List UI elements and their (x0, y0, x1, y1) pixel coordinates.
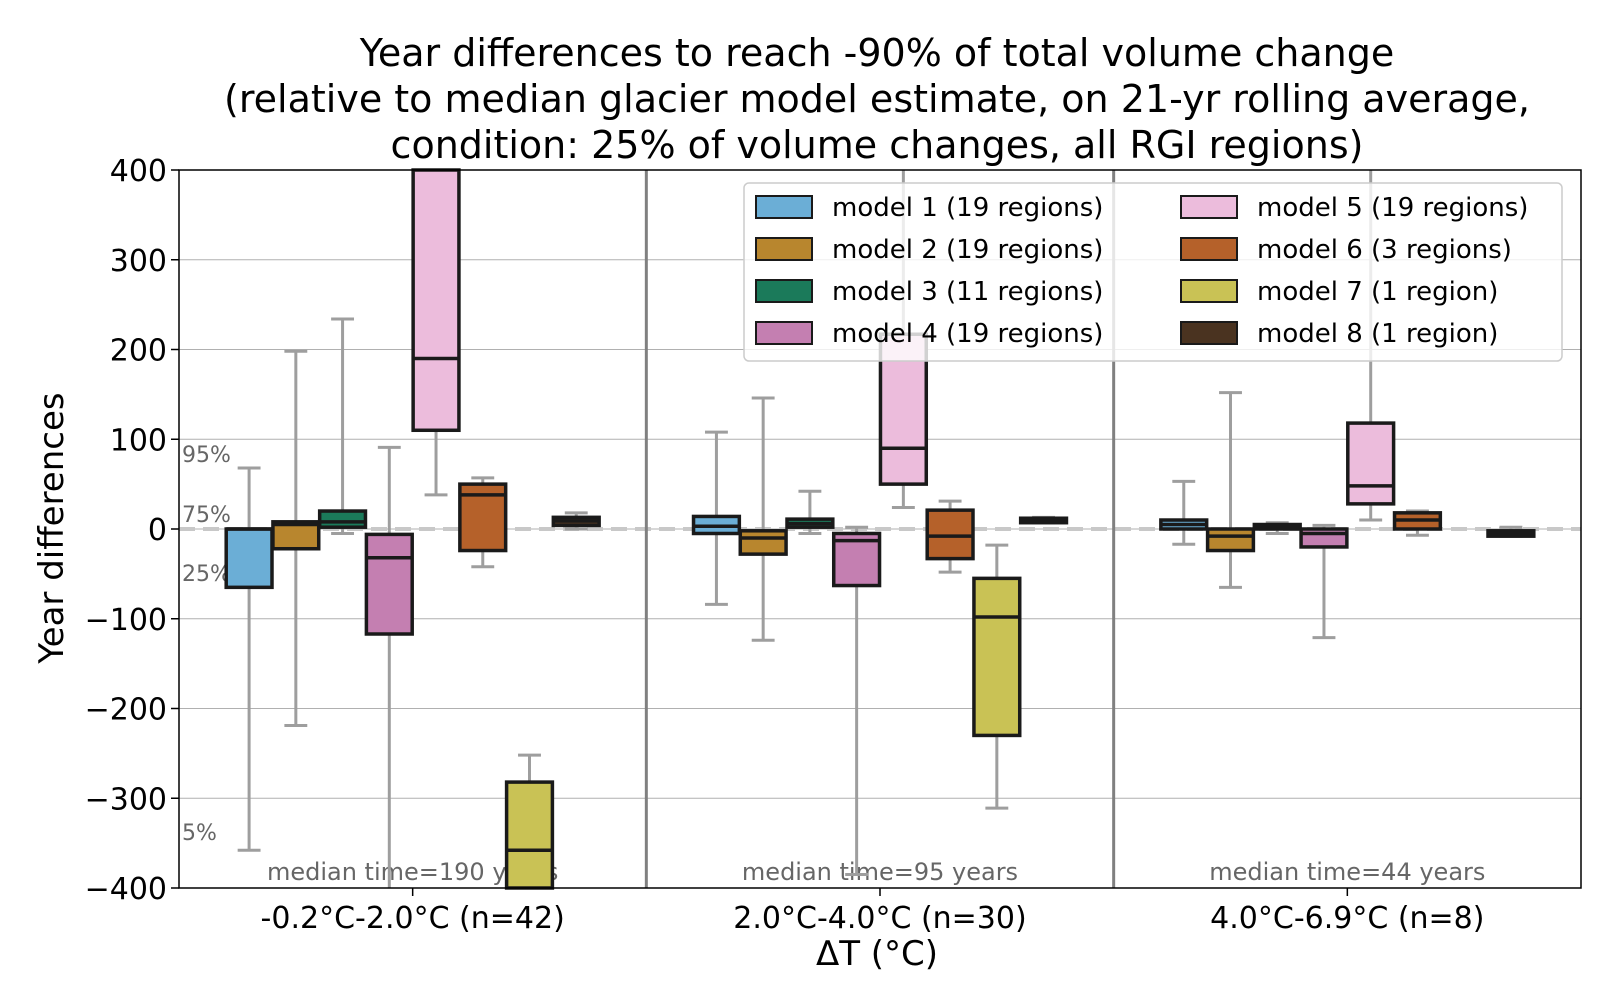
percentile-label: 5% (182, 821, 217, 846)
legend-swatch (755, 237, 813, 261)
legend-swatch (1180, 237, 1238, 261)
legend: model 1 (19 regions) model 2 (19 regions)… (743, 182, 1563, 362)
legend-label: model 7 (1 region) (1257, 277, 1498, 307)
legend-swatch (1180, 279, 1238, 303)
x-axis-label: ΔT (°C) (816, 934, 938, 974)
legend-swatch (1180, 321, 1238, 345)
box-plot (317, 317, 368, 535)
x-tick-label: 2.0°C-4.0°C (n=30) (733, 901, 1026, 936)
box-plot (224, 466, 274, 852)
box-plot (271, 349, 321, 728)
y-tick-label: −400 (85, 872, 167, 907)
box-plot (1252, 521, 1302, 535)
y-tick-label: 0 (148, 513, 167, 548)
box (1346, 421, 1396, 506)
chart-title-line-3: condition: 25% of volume changes, all RG… (391, 123, 1364, 167)
median-time-label: median time=95 years (742, 858, 1018, 886)
median-time-label: median time=44 years (1209, 858, 1485, 886)
legend-swatch (755, 195, 813, 219)
box-plot (411, 168, 461, 497)
box (972, 576, 1022, 738)
legend-label: model 4 (19 regions) (832, 319, 1103, 349)
y-tick-label: 300 (110, 244, 167, 279)
box-plot (504, 753, 555, 890)
box-plot (364, 445, 414, 888)
box (738, 529, 788, 556)
box-plot (785, 489, 835, 535)
box-plot (458, 476, 508, 569)
box (925, 508, 975, 561)
chart-title: Year differences to reach -90% of total … (224, 31, 1530, 167)
box (364, 532, 414, 636)
x-tick-label: -0.2°C-2.0°C (n=42) (261, 901, 565, 936)
legend-label: model 6 (3 regions) (1257, 235, 1512, 265)
legend-label: model 8 (1 region) (1257, 319, 1498, 349)
box-plot (831, 525, 882, 877)
box-plot (1346, 170, 1396, 522)
y-tick-label: 400 (110, 154, 167, 189)
x-tick-label: 4.0°C-6.9°C (n=8) (1210, 901, 1484, 936)
box-plot (1392, 509, 1443, 537)
box-plot (551, 511, 601, 531)
y-tick-label: −100 (85, 603, 167, 638)
legend-label: model 1 (19 regions) (832, 193, 1103, 223)
percentile-labels: 95% 75% 25% 5% (182, 443, 231, 846)
y-tick-label: 100 (110, 423, 167, 458)
box-plot (691, 430, 742, 606)
box (1205, 527, 1256, 553)
legend-frame (743, 182, 1563, 362)
box-plot (1205, 391, 1256, 589)
box-plot (1159, 479, 1209, 546)
box-plot (972, 543, 1022, 810)
y-axis-ticks: −400 −300 −200 −100 0 100 200 300 400 (85, 154, 179, 907)
box (271, 520, 321, 551)
box (411, 168, 461, 433)
box-plot (1299, 523, 1349, 640)
percentile-label: 25% (182, 562, 231, 587)
box-plot (1486, 525, 1536, 538)
box (504, 780, 555, 890)
box (317, 509, 368, 529)
box-plot (1018, 515, 1069, 525)
y-tick-label: −300 (85, 782, 167, 817)
box (1299, 527, 1349, 549)
chart-title-line-1: Year differences to reach -90% of total … (359, 31, 1395, 75)
percentile-label: 75% (182, 503, 231, 528)
legend-swatch (755, 321, 813, 345)
legend-swatch (1180, 195, 1238, 219)
legend-label: model 3 (11 regions) (832, 277, 1103, 307)
y-axis-label: Year differences (32, 392, 72, 664)
y-tick-label: −200 (85, 693, 167, 728)
box-plot (738, 396, 788, 642)
percentile-label: 95% (182, 443, 231, 468)
x-axis-ticks: -0.2°C-2.0°C (n=42) 2.0°C-4.0°C (n=30) 4.0… (261, 888, 1484, 936)
chart-title-line-2: (relative to median glacier model estima… (224, 77, 1530, 121)
y-tick-label: 200 (110, 334, 167, 369)
median-time-labels: median time=190 years median time=95 year… (267, 858, 1485, 886)
legend-label: model 2 (19 regions) (832, 235, 1103, 265)
box (224, 527, 274, 590)
box-plot (925, 499, 975, 574)
legend-label: model 5 (19 regions) (1257, 193, 1528, 223)
legend-swatch (755, 279, 813, 303)
